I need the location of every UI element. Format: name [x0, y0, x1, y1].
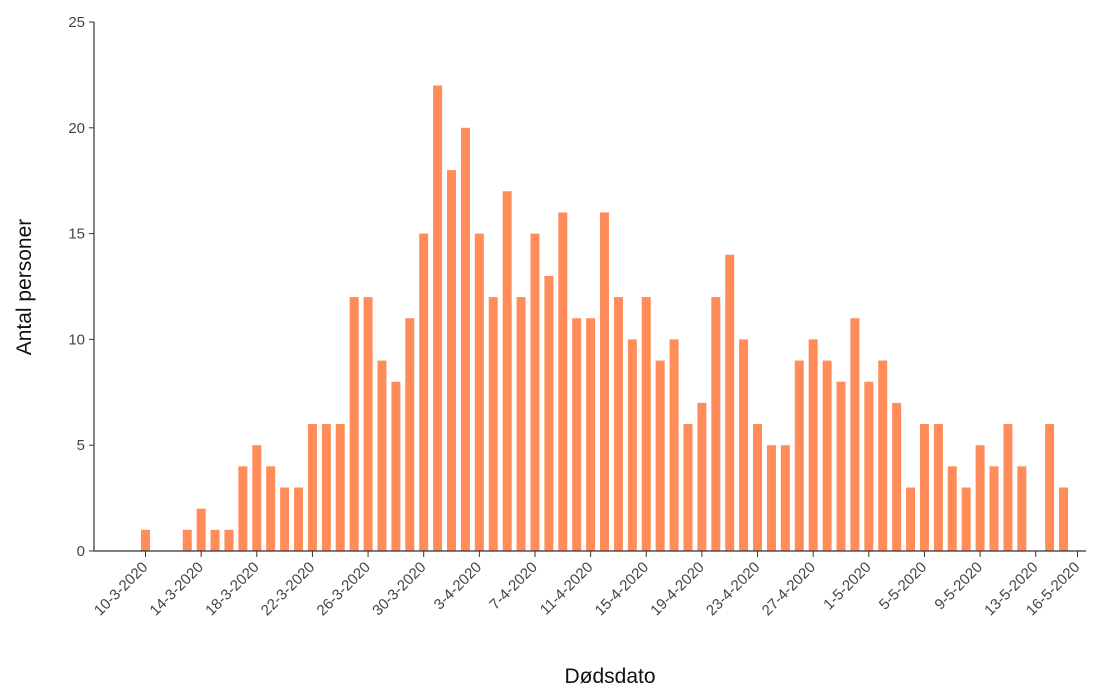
y-tick-label: 10: [68, 331, 85, 348]
bar: [864, 381, 874, 551]
bar: [572, 318, 582, 551]
bar: [335, 424, 345, 551]
x-tick-label: 5-5-2020: [876, 559, 930, 613]
bar: [600, 212, 610, 551]
bar: [850, 318, 860, 551]
x-tick-label: 23-4-2020: [703, 559, 763, 619]
bar: [224, 529, 234, 551]
y-tick-label: 15: [68, 226, 85, 243]
bar: [516, 297, 526, 551]
bar: [307, 424, 317, 551]
bar: [488, 297, 498, 551]
bar: [252, 445, 262, 551]
bar: [294, 487, 304, 551]
bar: [1059, 487, 1069, 551]
bar: [1045, 424, 1055, 551]
bar: [961, 487, 971, 551]
x-tick-label: 15-4-2020: [592, 559, 652, 619]
bar: [906, 487, 916, 551]
bar: [280, 487, 290, 551]
bar: [238, 466, 248, 551]
bar: [975, 445, 985, 551]
x-tick-label: 11-4-2020: [537, 559, 597, 619]
bar: [377, 360, 387, 551]
bar: [391, 381, 401, 551]
bar: [474, 233, 484, 551]
bar: [182, 529, 192, 551]
x-tick-label: 10-3-2020: [91, 559, 151, 619]
bar: [586, 318, 596, 551]
y-tick-label: 0: [77, 543, 85, 560]
bar: [892, 402, 902, 551]
bar: [530, 233, 540, 551]
bars-group: [141, 85, 1069, 552]
bar: [433, 85, 443, 551]
x-axis: 10-3-202014-3-202018-3-202022-3-202026-3…: [91, 550, 1086, 619]
x-tick-label: 19-4-2020: [647, 559, 707, 619]
bar: [266, 466, 276, 551]
x-axis-title: Dødsdato: [564, 665, 655, 688]
bar: [1003, 424, 1013, 551]
bar: [878, 360, 888, 551]
y-tick-label: 5: [77, 437, 85, 454]
bar: [794, 360, 804, 551]
bar: [725, 254, 735, 551]
bar: [919, 424, 929, 551]
bar: [321, 424, 331, 551]
bar: [460, 127, 470, 552]
bar: [989, 466, 999, 551]
bar: [544, 275, 554, 551]
x-tick-label: 7-4-2020: [486, 559, 540, 613]
bar: [933, 424, 943, 551]
bar: [780, 445, 790, 551]
y-tick-label: 25: [68, 14, 85, 31]
bar: [697, 402, 707, 551]
bar: [655, 360, 665, 551]
y-tick-label: 20: [68, 120, 85, 137]
x-tick-label: 14-3-2020: [147, 559, 207, 619]
bar: [349, 297, 359, 551]
bar: [447, 170, 457, 551]
bar: [210, 529, 220, 551]
bar: [419, 233, 429, 551]
bar: [141, 529, 150, 551]
x-tick-label: 22-3-2020: [258, 559, 318, 619]
bar: [1017, 466, 1027, 551]
bar: [363, 297, 373, 551]
bar: [196, 508, 206, 551]
x-tick-label: 3-4-2020: [431, 559, 485, 613]
bar: [947, 466, 957, 551]
bar: [739, 339, 749, 551]
bar: [822, 360, 832, 551]
y-axis-title: Antal personer: [13, 219, 36, 356]
y-axis: 0 5 10 15 20 25: [68, 14, 95, 560]
bar: [641, 297, 651, 551]
bar: [753, 424, 763, 551]
x-tick-label: 27-4-2020: [759, 559, 819, 619]
x-tick-label: 18-3-2020: [202, 559, 262, 619]
bar: [711, 297, 721, 551]
bar: [836, 381, 846, 551]
x-tick-label: 9-5-2020: [931, 559, 985, 613]
x-tick-label: 1-5-2020: [820, 559, 874, 613]
bar: [627, 339, 637, 551]
bar: [558, 212, 568, 551]
bar: [669, 339, 679, 551]
x-tick-label: 30-3-2020: [369, 559, 429, 619]
bar: [683, 424, 693, 551]
bar: [766, 445, 776, 551]
x-tick-label: 26-3-2020: [314, 559, 374, 619]
bar: [405, 318, 415, 551]
bar: [808, 339, 818, 551]
bar: [613, 297, 623, 551]
bar: [502, 191, 512, 551]
